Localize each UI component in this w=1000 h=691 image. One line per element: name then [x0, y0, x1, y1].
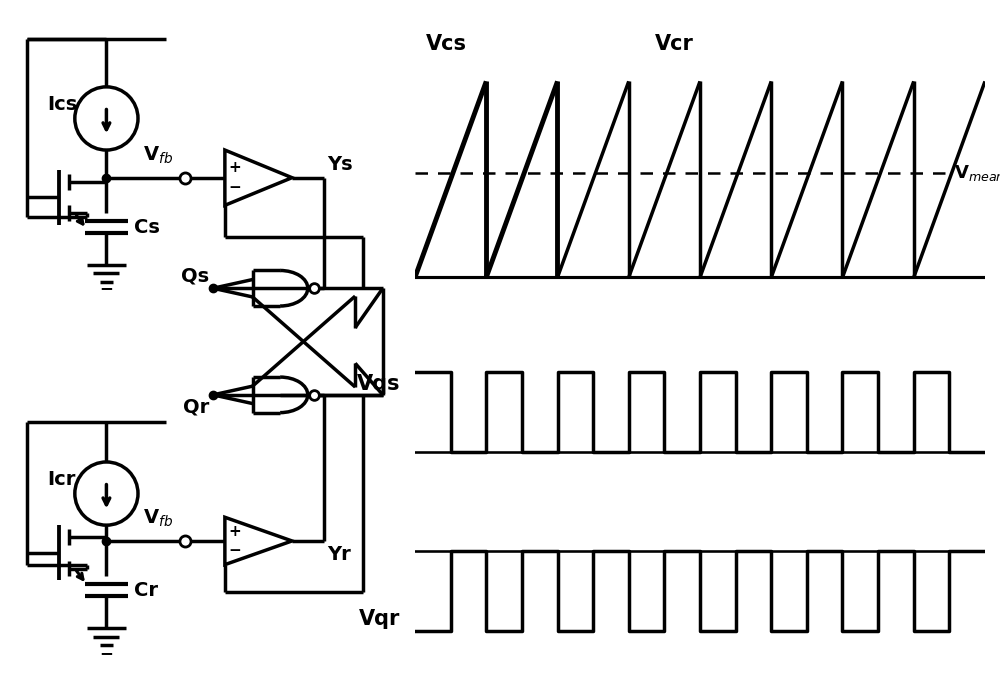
Text: V$_{mean}$: V$_{mean}$ [954, 163, 1000, 183]
Text: −: − [99, 645, 113, 663]
Text: −: − [228, 543, 241, 558]
Text: Vqr: Vqr [359, 609, 401, 630]
Text: Icr: Icr [47, 471, 76, 489]
Text: Ics: Ics [47, 95, 77, 114]
Text: Yr: Yr [328, 545, 351, 564]
Text: −: − [99, 279, 113, 297]
Text: Ys: Ys [328, 155, 353, 173]
Text: +: + [228, 160, 241, 176]
Text: −: − [228, 180, 241, 195]
Text: V$_{fb}$: V$_{fb}$ [143, 144, 173, 166]
Text: Cr: Cr [134, 581, 158, 600]
Text: Cs: Cs [134, 218, 160, 236]
Text: Vcs: Vcs [426, 34, 467, 54]
Text: Qs: Qs [181, 267, 209, 286]
Text: V$_{fb}$: V$_{fb}$ [143, 508, 173, 529]
Text: Vqs: Vqs [357, 374, 401, 394]
Text: +: + [228, 524, 241, 538]
Text: Vcr: Vcr [654, 34, 693, 54]
Text: Qr: Qr [183, 397, 209, 416]
